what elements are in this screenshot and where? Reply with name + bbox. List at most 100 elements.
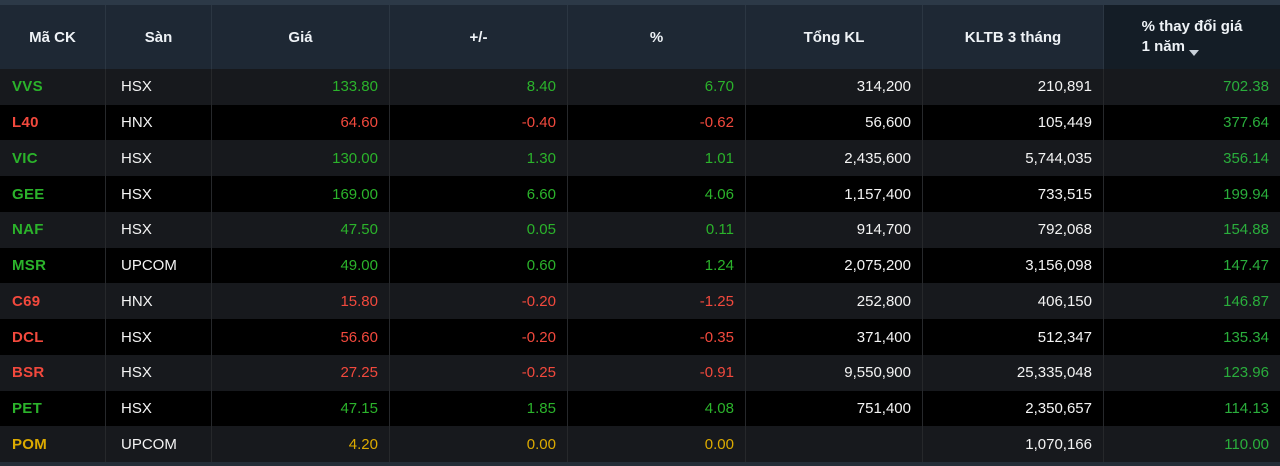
table-row[interactable]: NAF HSX 47.50 0.05 0.11 914,700 792,068 154.88 <box>0 211 1280 248</box>
cell-yoy-change: 377.64 <box>1103 104 1280 141</box>
cell-ticker: BSR <box>12 364 45 382</box>
cell-avg-volume-3m: 105,449 <box>922 104 1103 141</box>
table-row[interactable]: MSR UPCOM 49.00 0.60 1.24 2,075,200 3,156,098 1… <box>0 247 1280 284</box>
cell-change: 0.00 <box>389 426 567 463</box>
cell-avg-volume-3m: 5,744,035 <box>922 140 1103 177</box>
cell-yoy-change: 114.13 <box>1103 390 1280 427</box>
sort-desc-icon <box>1188 50 1199 56</box>
cell-exchange: HSX <box>105 69 211 105</box>
cell-total-volume: 371,400 <box>745 319 922 355</box>
column-header-percent[interactable]: % <box>567 5 745 69</box>
column-header-total-volume[interactable]: Tổng KL <box>745 5 922 69</box>
column-header-label: Giá <box>288 28 313 46</box>
cell-ticker: DCL <box>12 328 44 346</box>
cell-change: 1.30 <box>389 140 567 177</box>
cell-price: 4.20 <box>211 426 389 463</box>
cell-yoy-change: 154.88 <box>1103 211 1280 248</box>
cell-exchange: HSX <box>105 140 211 177</box>
cell-yoy-change: 702.38 <box>1103 69 1280 105</box>
column-header-change[interactable]: +/- <box>389 5 567 69</box>
column-header-yoy-price-change[interactable]: % thay đổi giá 1 năm <box>1103 5 1280 69</box>
cell-ticker: NAF <box>12 221 44 239</box>
table-row[interactable]: GEE HSX 169.00 6.60 4.06 1,157,400 733,515 199.… <box>0 176 1280 212</box>
cell-change: 6.60 <box>389 176 567 212</box>
column-header-exchange[interactable]: Sàn <box>105 5 211 69</box>
cell-percent: 1.01 <box>567 140 745 177</box>
cell-total-volume: 2,435,600 <box>745 140 922 177</box>
column-header-label: % thay đổi giá 1 năm <box>1141 18 1243 56</box>
cell-total-volume: 2,075,200 <box>745 247 922 284</box>
cell-price: 133.80 <box>211 69 389 105</box>
cell-change: 8.40 <box>389 69 567 105</box>
cell-ticker: GEE <box>12 185 45 203</box>
cell-avg-volume-3m: 792,068 <box>922 211 1103 248</box>
table-row[interactable]: VIC HSX 130.00 1.30 1.01 2,435,600 5,744,035 35… <box>0 140 1280 177</box>
cell-percent: -0.91 <box>567 354 745 391</box>
cell-exchange: HSX <box>105 176 211 212</box>
cell-exchange: UPCOM <box>105 426 211 463</box>
cell-exchange: HNX <box>105 283 211 320</box>
cell-exchange: HSX <box>105 211 211 248</box>
cell-price: 49.00 <box>211 247 389 284</box>
cell-ticker: PET <box>12 399 43 417</box>
cell-yoy-change: 356.14 <box>1103 140 1280 177</box>
cell-total-volume: 751,400 <box>745 390 922 427</box>
cell-change: -0.40 <box>389 104 567 141</box>
cell-total-volume: 914,700 <box>745 211 922 248</box>
cell-percent: -0.35 <box>567 319 745 355</box>
cell-exchange: HSX <box>105 319 211 355</box>
bottom-strip <box>0 462 1280 466</box>
table-row[interactable]: L40 HNX 64.60 -0.40 -0.62 56,600 105,449 377.64 <box>0 104 1280 141</box>
cell-price: 64.60 <box>211 104 389 141</box>
cell-yoy-change: 147.47 <box>1103 247 1280 284</box>
cell-total-volume: 252,800 <box>745 283 922 320</box>
column-header-avg-volume-3m[interactable]: KLTB 3 tháng <box>922 5 1103 69</box>
cell-percent: -0.62 <box>567 104 745 141</box>
table-row[interactable]: BSR HSX 27.25 -0.25 -0.91 9,550,900 25,335,048… <box>0 354 1280 391</box>
cell-avg-volume-3m: 406,150 <box>922 283 1103 320</box>
cell-change: 1.85 <box>389 390 567 427</box>
cell-price: 47.50 <box>211 211 389 248</box>
cell-avg-volume-3m: 3,156,098 <box>922 247 1103 284</box>
cell-percent: 1.24 <box>567 247 745 284</box>
cell-avg-volume-3m: 25,335,048 <box>922 354 1103 391</box>
cell-exchange: UPCOM <box>105 247 211 284</box>
top-strip <box>0 0 1280 5</box>
column-header-ticker[interactable]: Mã CK <box>0 5 105 69</box>
table-header-row: Mã CK Sàn Giá +/- % Tổng KL KLTB 3 tháng… <box>0 5 1280 69</box>
cell-total-volume: 314,200 <box>745 69 922 105</box>
table-row[interactable]: C69 HNX 15.80 -0.20 -1.25 252,800 406,150 146.8… <box>0 283 1280 320</box>
cell-avg-volume-3m: 733,515 <box>922 176 1103 212</box>
cell-ticker: VVS <box>12 78 43 96</box>
cell-yoy-change: 135.34 <box>1103 319 1280 355</box>
column-header-label: % <box>649 28 664 46</box>
table-row[interactable]: POM UPCOM 4.20 0.00 0.00 1,070,166 110.00 <box>0 426 1280 463</box>
column-header-label: KLTB 3 tháng <box>964 28 1062 46</box>
cell-percent: 0.11 <box>567 211 745 248</box>
cell-change: -0.20 <box>389 319 567 355</box>
cell-exchange: HNX <box>105 104 211 141</box>
cell-avg-volume-3m: 2,350,657 <box>922 390 1103 427</box>
cell-percent: 4.06 <box>567 176 745 212</box>
column-header-price[interactable]: Giá <box>211 5 389 69</box>
cell-percent: 4.08 <box>567 390 745 427</box>
table-row[interactable]: PET HSX 47.15 1.85 4.08 751,400 2,350,657 114.1… <box>0 390 1280 427</box>
column-header-label: Sàn <box>144 28 173 46</box>
cell-price: 169.00 <box>211 176 389 212</box>
column-header-label: +/- <box>469 28 488 46</box>
cell-yoy-change: 146.87 <box>1103 283 1280 320</box>
cell-yoy-change: 199.94 <box>1103 176 1280 212</box>
cell-percent: 6.70 <box>567 69 745 105</box>
table-row[interactable]: DCL HSX 56.60 -0.20 -0.35 371,400 512,347 135.3… <box>0 319 1280 355</box>
cell-total-volume: 9,550,900 <box>745 354 922 391</box>
cell-percent: -1.25 <box>567 283 745 320</box>
cell-price: 56.60 <box>211 319 389 355</box>
cell-price: 47.15 <box>211 390 389 427</box>
cell-yoy-change: 110.00 <box>1103 426 1280 463</box>
cell-price: 130.00 <box>211 140 389 177</box>
cell-total-volume: 1,157,400 <box>745 176 922 212</box>
cell-total-volume <box>745 426 922 463</box>
cell-ticker: MSR <box>12 257 47 275</box>
table-row[interactable]: VVS HSX 133.80 8.40 6.70 314,200 210,891 702.38 <box>0 69 1280 105</box>
